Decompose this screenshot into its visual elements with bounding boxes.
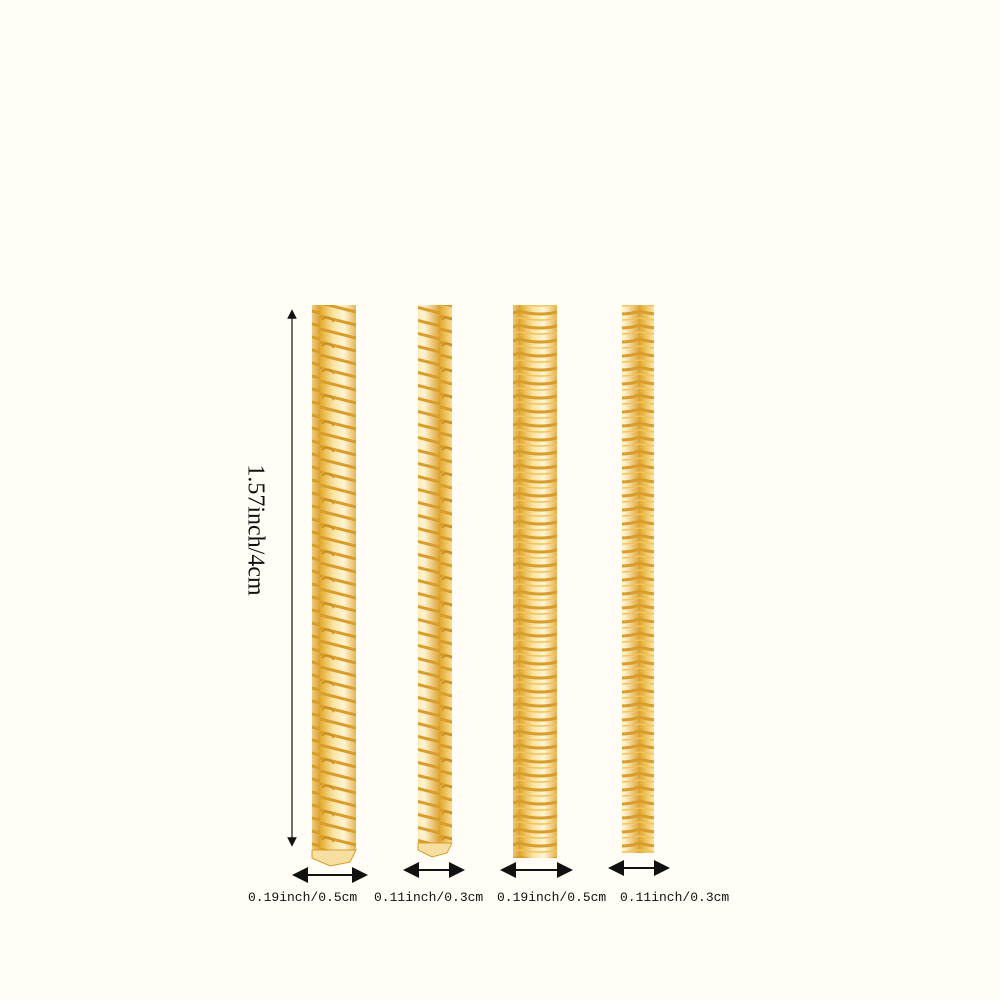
coil-2: [418, 305, 452, 843]
coil-1-width-label: 0.19inch/0.5cm: [248, 890, 358, 905]
coil-3-width-label: 0.19inch/0.5cm: [497, 890, 607, 905]
coil-2-width-label: 0.11inch/0.3cm: [374, 890, 484, 905]
coil-1: [312, 305, 356, 850]
coil-3: [513, 305, 557, 858]
length-label: 1.57inch/4cm: [242, 464, 269, 596]
coil-4: [622, 305, 654, 853]
coil-4-width-label: 0.11inch/0.3cm: [620, 890, 730, 905]
